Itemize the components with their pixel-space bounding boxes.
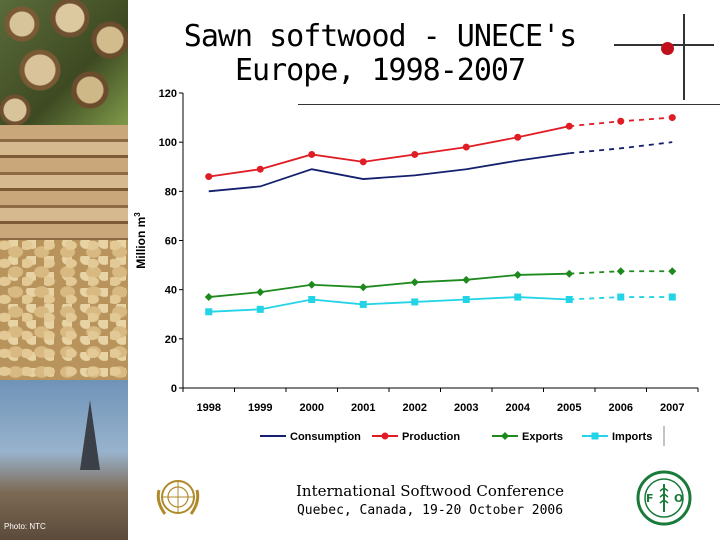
consumption-forecast-line (569, 141, 673, 155)
production-point (308, 150, 316, 158)
logs-photo (0, 0, 128, 125)
exports-point (513, 270, 522, 279)
photo-collage: Photo: NTC (0, 0, 128, 540)
svg-text:O: O (674, 492, 683, 505)
fao-logo-icon: F O (636, 470, 692, 526)
production-point (668, 114, 676, 122)
y-tick-label: 100 (159, 137, 177, 149)
x-tick-label: 2005 (557, 402, 581, 414)
title-line-1: Sawn softwood - UNECE's (183, 19, 577, 54)
x-tick-label: 1999 (248, 402, 272, 414)
title-line-2: Europe, 1998-2007 (234, 53, 526, 88)
exports-point (256, 288, 265, 297)
imports-point (668, 293, 676, 301)
accent-dot-icon (661, 42, 674, 55)
x-tick-label: 2004 (506, 402, 531, 414)
x-tick-label: 2000 (300, 402, 324, 414)
production-point (617, 117, 625, 125)
production-point (256, 165, 264, 173)
imports-point (256, 305, 264, 313)
exports-point (668, 267, 677, 276)
consumption-line (208, 152, 570, 193)
production-line (208, 125, 570, 178)
production-point (462, 143, 470, 151)
imports-point (514, 293, 522, 301)
eiffel-construction-photo (0, 380, 128, 540)
slide-title: Sawn softwood - UNECE's Europe, 1998-200… (140, 20, 620, 88)
x-tick-label: 2003 (454, 402, 478, 414)
legend-imports-point (591, 432, 599, 440)
y-tick-label: 60 (165, 236, 177, 248)
exports-point (307, 280, 316, 289)
legend-imports-label: Imports (612, 431, 652, 443)
decorative-vertical-line (683, 14, 685, 100)
imports-point (617, 293, 625, 301)
y-tick-label: 40 (165, 285, 177, 297)
x-tick-label: 1998 (197, 402, 221, 414)
y-axis-label: Million m3 (133, 212, 148, 269)
imports-point (308, 296, 316, 303)
exports-point (359, 283, 368, 292)
svg-text:F: F (646, 492, 654, 505)
conference-location-date: Quebec, Canada, 19-20 October 2006 (296, 503, 564, 518)
imports-line (208, 296, 570, 313)
conference-title: International Softwood Conference (295, 482, 565, 500)
un-emblem-icon (156, 480, 200, 515)
legend-consumption-label: Consumption (290, 431, 361, 443)
imports-point (411, 298, 419, 306)
exports-point (616, 267, 625, 276)
exports-point (410, 278, 419, 287)
imports-point (462, 296, 470, 303)
exports-point (462, 275, 471, 284)
y-tick-label: 80 (165, 186, 177, 198)
production-point (411, 150, 419, 158)
exports-line (208, 272, 570, 298)
y-tick-label: 0 (171, 383, 177, 395)
imports-point (205, 308, 213, 316)
decorative-rule (298, 104, 720, 105)
production-point (359, 158, 367, 166)
production-point (514, 133, 522, 141)
exports-point (204, 293, 213, 302)
planks-photo (0, 125, 128, 240)
x-tick-label: 2001 (351, 402, 375, 414)
y-tick-label: 120 (159, 88, 177, 100)
exports-point (565, 269, 574, 278)
imports-point (359, 300, 367, 308)
legend-exports-point (501, 432, 509, 440)
x-tick-label: 2007 (660, 402, 684, 414)
legend-production-label: Production (402, 431, 460, 443)
eiffel-tower-icon (80, 400, 100, 470)
legend-production-point (381, 432, 389, 440)
y-tick-label: 20 (165, 334, 177, 346)
production-point (205, 173, 213, 181)
x-tick-label: 2006 (609, 402, 633, 414)
x-tick-label: 2002 (403, 402, 427, 414)
pellets-photo (0, 240, 128, 380)
line-chart: 0 20 40 60 80 100 120 1998 1999 2000 2001 2002 2003 2… (133, 88, 699, 446)
legend-exports-label: Exports (522, 431, 563, 443)
production-point (565, 122, 573, 130)
imports-point (565, 296, 573, 303)
photo-credit: Photo: NTC (4, 522, 46, 531)
